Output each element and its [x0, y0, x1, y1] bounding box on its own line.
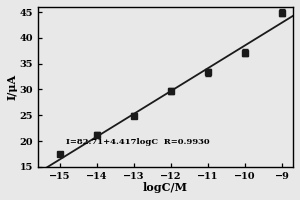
X-axis label: logC/M: logC/M	[143, 182, 188, 193]
Y-axis label: I/μA: I/μA	[7, 74, 18, 100]
Text: I=82.71+4.417logC  R=0.9930: I=82.71+4.417logC R=0.9930	[66, 138, 209, 146]
